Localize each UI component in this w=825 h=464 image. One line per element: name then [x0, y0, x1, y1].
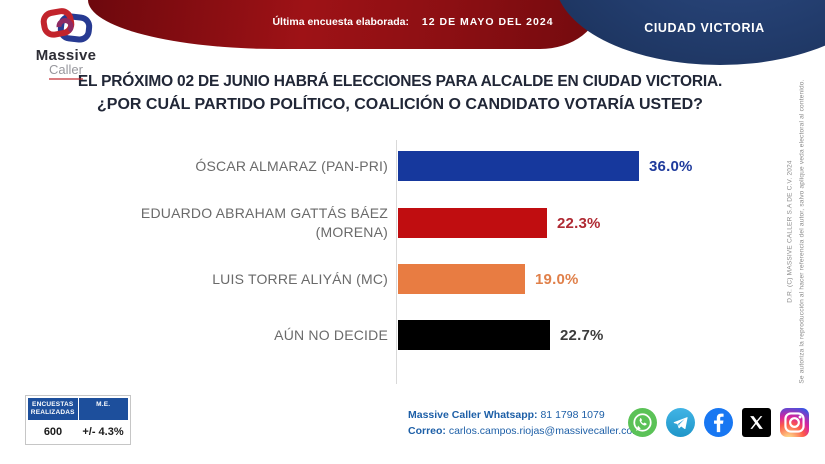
bar-aun-no-decide	[398, 320, 550, 350]
legal-disclaimer-text: Se autoriza la reproducción al hacer ref…	[798, 79, 806, 384]
bar-eduardo-gattas	[398, 208, 547, 238]
whatsapp-number: 81 1798 1079	[540, 409, 605, 421]
last-survey-date: 12 DE MAYO DEL 2024	[421, 16, 554, 28]
date-ribbon: Última encuesta elaborada: 12 DE MAYO DE…	[88, 0, 600, 49]
poll-bar-chart: ÓSCAR ALMARAZ (PAN-PRI) 36.0% EDUARDO AB…	[0, 138, 790, 386]
logo-word-massive: Massive	[35, 47, 97, 64]
stats-header-me: M.E.	[96, 401, 111, 408]
facebook-icon[interactable]	[704, 408, 733, 437]
chart-axis-line	[396, 140, 397, 384]
question-title: EL PRÓXIMO 02 DE JUNIO HABRÁ ELECCIONES …	[15, 71, 785, 116]
x-icon[interactable]	[742, 408, 771, 437]
bar-luis-torre	[398, 264, 525, 294]
bar-oscar-almaraz	[398, 151, 639, 181]
whatsapp-line: Massive Caller Whatsapp: 81 1798 1079	[408, 407, 641, 423]
whatsapp-label: Massive Caller Whatsapp:	[408, 409, 538, 421]
email-address[interactable]: carlos.campos.riojas@massivecaller.com	[448, 425, 641, 437]
value-label: 36.0%	[649, 157, 693, 175]
stats-header-encuestas: ENCUESTAS REALIZADAS	[28, 398, 79, 420]
candidate-label: AÚN NO DECIDE	[0, 320, 388, 350]
question-line-1: EL PRÓXIMO 02 DE JUNIO HABRÁ ELECCIONES …	[77, 73, 723, 90]
social-icons	[628, 408, 809, 437]
stats-header-row: ENCUESTAS REALIZADAS M.E.	[28, 398, 128, 420]
candidate-label: ÓSCAR ALMARAZ (PAN-PRI)	[0, 151, 388, 181]
logo-word-caller: Caller	[49, 62, 83, 77]
candidate-label: LUIS TORRE ALIYÁN (MC)	[0, 264, 388, 294]
candidate-name: LUIS TORRE ALIYÁN (MC)	[212, 270, 388, 287]
bar-row-oscar-almaraz: ÓSCAR ALMARAZ (PAN-PRI) 36.0%	[0, 151, 790, 181]
value-label: 19.0%	[535, 270, 579, 288]
contact-block: Massive Caller Whatsapp: 81 1798 1079 Co…	[408, 407, 641, 439]
question-line-2: ¿POR CUÁL PARTIDO POLÍTICO, COALICIÓN O …	[97, 96, 703, 113]
candidate-name: AÚN NO DECIDE	[274, 326, 388, 343]
logo-underline	[49, 78, 83, 80]
sample-stats-table: ENCUESTAS REALIZADAS M.E. 600 +/- 4.3%	[25, 395, 131, 445]
last-survey-label: Última encuesta elaborada:	[272, 16, 409, 28]
region-name: CIUDAD VICTORIA	[644, 21, 765, 35]
candidate-name: EDUARDO ABRAHAM GATTÁS BÁEZ	[140, 205, 388, 221]
whatsapp-icon[interactable]	[628, 408, 657, 437]
value-label: 22.3%	[557, 214, 601, 232]
bar-row-eduardo-gattas: EDUARDO ABRAHAM GATTÁS BÁEZ (MORENA) 22.…	[0, 205, 790, 240]
candidate-label: EDUARDO ABRAHAM GATTÁS BÁEZ (MORENA)	[0, 205, 388, 240]
copyright-text: D.R. (C) MASSIVE CALLER S.A DE C.V. 2024	[786, 160, 794, 303]
stats-sample-size: 600	[43, 426, 63, 438]
instagram-icon[interactable]	[780, 408, 809, 437]
last-survey-text: Última encuesta elaborada: 12 DE MAYO DE…	[238, 16, 588, 28]
email-label: Correo:	[408, 425, 446, 437]
bar-row-luis-torre: LUIS TORRE ALIYÁN (MC) 19.0%	[0, 264, 790, 294]
candidate-party: (MORENA)	[315, 224, 388, 240]
value-label: 22.7%	[560, 326, 604, 344]
stats-value-row: 600 +/- 4.3%	[28, 420, 128, 442]
email-line: Correo: carlos.campos.riojas@massivecall…	[408, 423, 641, 439]
bar-row-aun-no-decide: AÚN NO DECIDE 22.7%	[0, 320, 790, 350]
telegram-icon[interactable]	[666, 408, 695, 437]
candidate-name: ÓSCAR ALMARAZ (PAN-PRI)	[195, 157, 388, 174]
massive-caller-logo: Massive Caller	[26, 6, 106, 80]
massive-caller-logo-icon	[40, 8, 93, 43]
stats-margin-error: +/- 4.3%	[82, 426, 124, 438]
